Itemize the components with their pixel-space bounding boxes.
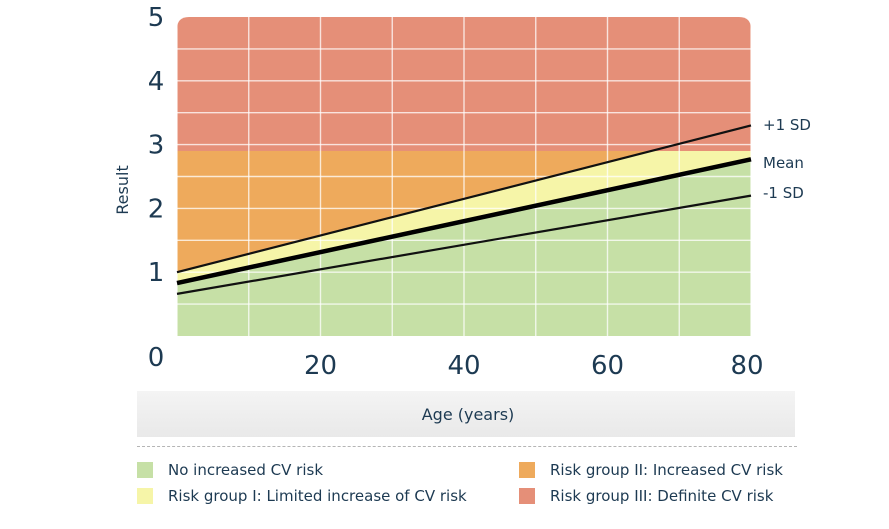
legend-item: Risk group II: Increased CV risk — [519, 460, 783, 480]
legend-swatch — [519, 462, 535, 478]
legend-item: Risk group I: Limited increase of CV ris… — [137, 486, 467, 506]
y-tick-label: 2 — [148, 194, 165, 224]
series-labels: +1 SD Mean -1 SD — [763, 116, 811, 202]
legend-item: No increased CV risk — [137, 460, 323, 480]
x-tick-label: 20 — [304, 351, 337, 381]
series-label: Mean — [763, 154, 804, 172]
y-tick-label: 1 — [148, 258, 165, 288]
series-line-mean — [176, 157, 752, 286]
legend-swatch — [519, 488, 535, 504]
series-label: -1 SD — [763, 184, 804, 202]
y-axis-title: Result — [113, 165, 132, 214]
series-line-plus-1-sd — [176, 124, 752, 274]
x-tick-label: 80 — [730, 351, 763, 381]
legend-label: Risk group I: Limited increase of CV ris… — [168, 487, 467, 505]
x-tick-label: 40 — [447, 351, 480, 381]
legend-label: Risk group II: Increased CV risk — [550, 461, 783, 479]
y-tick-label: 3 — [148, 131, 165, 161]
legend-swatch — [137, 488, 153, 504]
series-line-minus-1-sd — [176, 194, 752, 295]
y-tick-label: 5 — [148, 3, 165, 33]
origin-tick-label: 0 — [148, 343, 165, 373]
risk-chart: 1 2 3 4 5 0 20 40 60 80 +1 SD Mean -1 SD Result Age… — [113, 3, 811, 424]
plot-area — [176, 17, 752, 336]
legend-item: Risk group III: Definite CV risk — [519, 486, 773, 506]
legend-swatch — [137, 462, 153, 478]
y-tick-label: 4 — [148, 67, 165, 97]
axis-ticks: 1 2 3 4 5 0 20 40 60 80 — [148, 3, 764, 381]
x-axis-band — [137, 391, 795, 437]
legend-label: No increased CV risk — [168, 461, 324, 479]
x-axis-title: Age (years) — [422, 405, 515, 424]
legend: No increased CV risk Risk group I: Limite… — [137, 446, 797, 517]
x-tick-label: 60 — [591, 351, 624, 381]
series-label: +1 SD — [763, 116, 811, 134]
legend-label: Risk group III: Definite CV risk — [550, 487, 774, 505]
